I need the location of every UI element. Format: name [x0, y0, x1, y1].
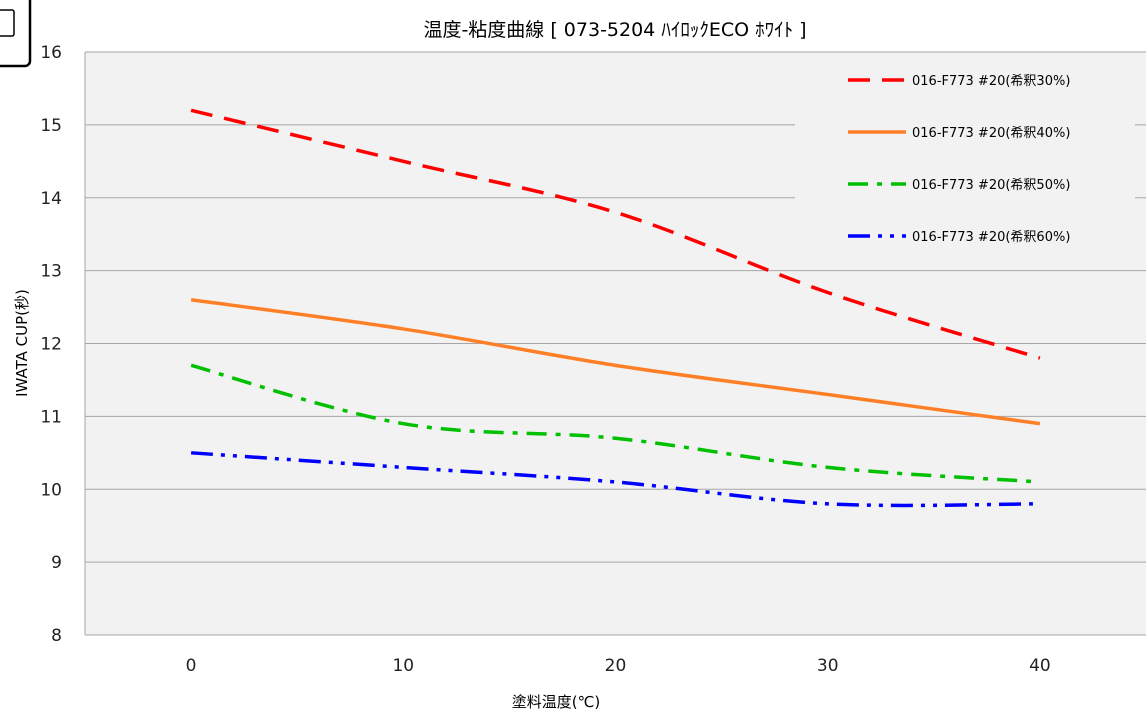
x-tick-label: 20 — [605, 656, 627, 676]
series-lines — [190, 108, 1041, 508]
y-tick-label: 12 — [40, 335, 62, 355]
legend-label: 016-F773 #20(希釈60%) — [912, 230, 1070, 245]
y-tick-label: 9 — [51, 553, 62, 573]
y-tick-label: 11 — [40, 407, 62, 427]
y-tick-label: 8 — [51, 626, 62, 646]
x-axis-ticks: 0 10 20 30 40 — [186, 656, 1051, 676]
document-icon — [0, 0, 32, 68]
y-tick-label: 16 — [40, 43, 62, 63]
y-tick-label: 13 — [40, 262, 62, 282]
series-line-4 — [190, 451, 1040, 508]
series-line-2 — [190, 298, 1041, 426]
legend-label: 016-F773 #20(希釈40%) — [912, 126, 1070, 141]
chart-title: 温度-粘度曲線 [ 073-5204 ﾊｲﾛｯｸECO ﾎﾜｲﾄ ] — [423, 19, 806, 41]
y-axis-label: IWATA CUP(秒) — [13, 289, 31, 397]
legend: 016-F773 #20(希釈30%) 016-F773 #20(希釈40%) 01… — [848, 74, 1070, 245]
legend-label: 016-F773 #20(希釈30%) — [912, 74, 1070, 89]
series-line-3 — [190, 363, 1041, 484]
legend-label: 016-F773 #20(希釈50%) — [912, 178, 1070, 193]
y-axis-ticks: 8 9 10 11 12 13 14 15 16 — [40, 43, 62, 646]
x-tick-label: 10 — [392, 656, 414, 676]
x-axis-label: 塗料温度(℃) — [512, 693, 601, 711]
x-tick-label: 40 — [1029, 656, 1051, 676]
y-tick-label: 15 — [40, 116, 62, 136]
x-tick-label: 30 — [817, 656, 839, 676]
series-line-1 — [190, 108, 1041, 360]
y-tick-label: 14 — [40, 189, 62, 209]
legend-background — [795, 62, 1135, 262]
y-tick-label: 10 — [40, 480, 62, 500]
x-tick-label: 0 — [186, 656, 197, 676]
